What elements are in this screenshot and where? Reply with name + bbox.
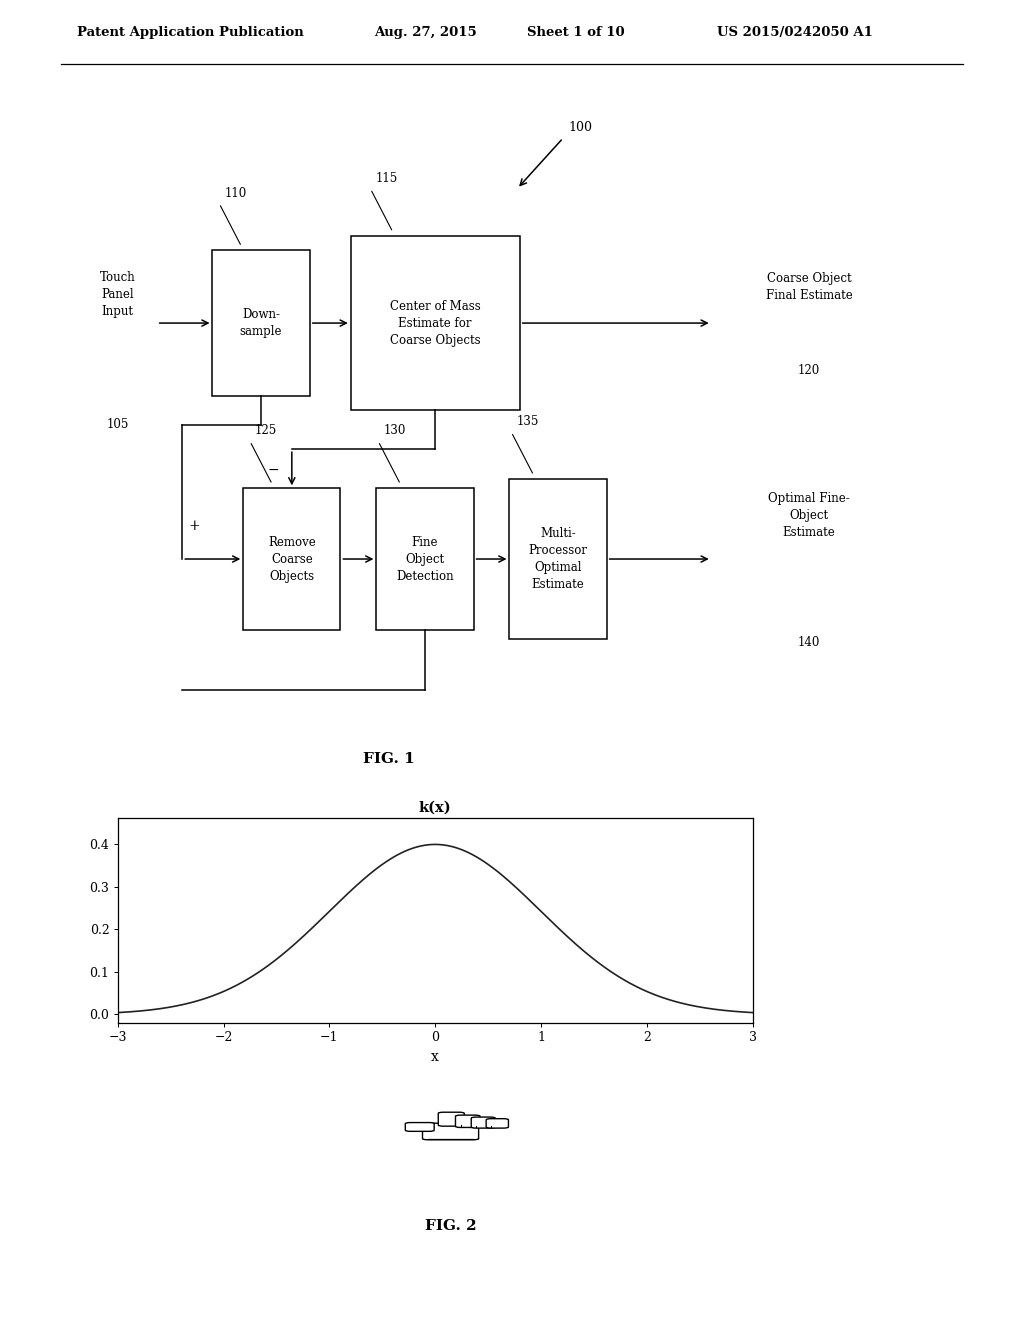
FancyBboxPatch shape [423,1123,478,1139]
X-axis label: x: x [431,1049,439,1064]
Bar [213,251,309,396]
Text: Touch
Panel
Input: Touch Panel Input [100,271,135,318]
Text: Center of Mass
Estimate for
Coarse Objects: Center of Mass Estimate for Coarse Objec… [390,300,480,347]
Text: Fine
Object
Detection: Fine Object Detection [396,536,454,582]
Text: 130: 130 [383,425,406,437]
FancyBboxPatch shape [471,1117,496,1129]
Bar [244,488,340,630]
FancyBboxPatch shape [486,1118,509,1129]
Text: Multi-
Processor
Optimal
Estimate: Multi- Processor Optimal Estimate [528,527,588,591]
Text: Optimal Fine-
Object
Estimate: Optimal Fine- Object Estimate [768,492,850,539]
Text: Sheet 1 of 10: Sheet 1 of 10 [527,26,625,40]
Title: k(x): k(x) [419,800,452,814]
FancyBboxPatch shape [438,1113,464,1126]
Text: 115: 115 [376,172,397,185]
Text: −: − [267,463,280,477]
Text: +: + [188,519,201,533]
Bar [350,236,519,411]
FancyBboxPatch shape [406,1122,434,1131]
Text: 125: 125 [255,425,278,437]
Text: 140: 140 [798,636,820,649]
Text: 105: 105 [106,418,129,432]
Bar [377,488,473,630]
Text: US 2015/0242050 A1: US 2015/0242050 A1 [717,26,872,40]
Text: Coarse Object
Final Estimate: Coarse Object Final Estimate [766,272,852,302]
Text: 100: 100 [568,121,592,135]
Text: 110: 110 [224,186,247,199]
Text: Patent Application Publication: Patent Application Publication [77,26,303,40]
Text: FIG. 2: FIG. 2 [425,1220,476,1233]
Text: Down-
sample: Down- sample [240,308,283,338]
Text: Aug. 27, 2015: Aug. 27, 2015 [374,26,476,40]
Text: Remove
Coarse
Objects: Remove Coarse Objects [268,536,315,582]
Text: 120: 120 [798,364,820,376]
FancyBboxPatch shape [456,1115,480,1127]
Text: 135: 135 [516,416,539,428]
Text: FIG. 1: FIG. 1 [364,751,415,766]
Bar [510,479,606,639]
